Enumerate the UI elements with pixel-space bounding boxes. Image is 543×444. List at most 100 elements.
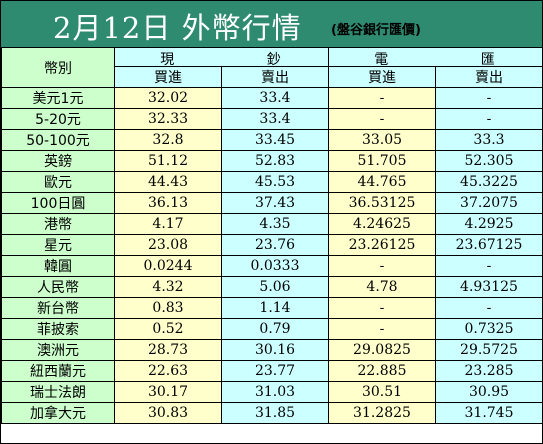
cash-sell-rate: 33.4 — [221, 87, 329, 109]
cash-buy-rate: 32.02 — [114, 87, 222, 109]
currency-name: 人民幣 — [1, 276, 115, 298]
cash-buy-rate: 28.73 — [114, 339, 222, 361]
transfer-buy-rate: - — [328, 108, 436, 130]
table-row: 人民幣 4.32 5.06 4.78 4.93125 — [1, 276, 543, 298]
exchange-rate-table: 幣別 現 鈔 電 匯 買進 賣出 買進 賣出 美元1元 32.02 33.4- -5-… — [1, 47, 543, 424]
cash-sell-rate: 52.83 — [221, 150, 329, 172]
cash-buy-header: 買進 — [114, 66, 222, 88]
transfer-buy-rate: 31.2825 — [328, 402, 436, 424]
table-row: 歐元 44.43 45.53 44.765 45.3225 — [1, 171, 543, 193]
table-row: 美元1元 32.02 33.4- - — [1, 87, 543, 109]
transfer-sell-rate: - — [435, 87, 543, 109]
transfer-group-header: 電 匯 — [328, 47, 543, 67]
transfer-buy-rate: - — [328, 318, 436, 340]
cash-sell-rate: 0.0333 — [221, 255, 329, 277]
transfer-buy-rate: 29.0825 — [328, 339, 436, 361]
currency-name: 100日圓 — [1, 192, 115, 214]
currency-name: 英鎊 — [1, 150, 115, 172]
transfer-sell-rate: 31.745 — [435, 402, 543, 424]
table-row: 星元 23.08 23.76 23.26125 23.67125 — [1, 234, 543, 256]
cash-sell-rate: 30.16 — [221, 339, 329, 361]
transfer-sell-rate: 4.2925 — [435, 213, 543, 235]
transfer-buy-rate: 22.885 — [328, 360, 436, 382]
source-label: (盤谷銀行匯價) — [331, 23, 421, 38]
currency-name: 新台幣 — [1, 297, 115, 319]
cash-buy-rate: 32.8 — [114, 129, 222, 151]
table-row: 菲披索 0.52 0.79-0.7325 — [1, 318, 543, 340]
transfer-sell-rate: 29.5725 — [435, 339, 543, 361]
transfer-buy-rate: 36.53125 — [328, 192, 436, 214]
cash-sell-header: 賣出 — [221, 66, 329, 88]
currency-name: 星元 — [1, 234, 115, 256]
page-title: 2月12日 外幣行情 — [53, 11, 302, 45]
currency-name: 50-100元 — [1, 129, 115, 151]
cash-buy-rate: 32.33 — [114, 108, 222, 130]
currency-name: 加拿大元 — [1, 402, 115, 424]
cash-sell-rate: 31.85 — [221, 402, 329, 424]
transfer-buy-rate: 30.51 — [328, 381, 436, 403]
cash-buy-rate: 44.43 — [114, 171, 222, 193]
transfer-sell-rate: 23.285 — [435, 360, 543, 382]
cash-buy-rate: 36.13 — [114, 192, 222, 214]
table-row: 英鎊 51.12 52.83 51.705 52.305 — [1, 150, 543, 172]
transfer-sell-header: 賣出 — [435, 66, 543, 88]
cash-sell-rate: 45.53 — [221, 171, 329, 193]
transfer-sell-rate: 52.305 — [435, 150, 543, 172]
cash-buy-rate: 4.32 — [114, 276, 222, 298]
transfer-buy-rate: - — [328, 255, 436, 277]
currency-name: 韓圓 — [1, 255, 115, 277]
cash-sell-rate: 1.14 — [221, 297, 329, 319]
transfer-sell-rate: 30.95 — [435, 381, 543, 403]
table-row: 韓圓 0.0244 0.0333- - — [1, 255, 543, 277]
cash-sell-rate: 0.79 — [221, 318, 329, 340]
currency-name: 紐西蘭元 — [1, 360, 115, 382]
table-row: 新台幣 0.83 1.14- - — [1, 297, 543, 319]
cash-sell-rate: 5.06 — [221, 276, 329, 298]
transfer-buy-rate: 23.26125 — [328, 234, 436, 256]
transfer-sell-rate: 23.67125 — [435, 234, 543, 256]
table-row: 100日圓 36.13 37.43 36.53125 37.2075 — [1, 192, 543, 214]
cash-buy-rate: 30.83 — [114, 402, 222, 424]
table-row: 澳洲元 28.73 30.16 29.0825 29.5725 — [1, 339, 543, 361]
currency-name: 澳洲元 — [1, 339, 115, 361]
transfer-buy-rate: 4.24625 — [328, 213, 436, 235]
transfer-sell-rate: 45.3225 — [435, 171, 543, 193]
cash-sell-rate: 4.35 — [221, 213, 329, 235]
transfer-buy-rate: 33.05 — [328, 129, 436, 151]
transfer-buy-rate: 4.78 — [328, 276, 436, 298]
cash-buy-rate: 51.12 — [114, 150, 222, 172]
transfer-sell-rate: - — [435, 297, 543, 319]
cash-buy-rate: 0.83 — [114, 297, 222, 319]
table-row: 5-20元 32.33 33.4- - — [1, 108, 543, 130]
transfer-sell-rate: 33.3 — [435, 129, 543, 151]
table-row: 加拿大元 30.83 31.85 31.2825 31.745 — [1, 402, 543, 424]
title-bar: 2月12日 外幣行情 (盤谷銀行匯價) — [1, 1, 542, 47]
cash-sell-rate: 31.03 — [221, 381, 329, 403]
transfer-sell-rate: - — [435, 255, 543, 277]
transfer-buy-rate: - — [328, 297, 436, 319]
currency-name: 5-20元 — [1, 108, 115, 130]
cash-group-header: 現 鈔 — [114, 47, 329, 67]
transfer-sell-rate: 0.7325 — [435, 318, 543, 340]
rate-rows: 美元1元 32.02 33.4- -5-20元 32.33 33.4- -50-100元 32… — [1, 87, 543, 424]
transfer-buy-header: 買進 — [328, 66, 436, 88]
transfer-sell-rate: 37.2075 — [435, 192, 543, 214]
transfer-char-2: 匯 — [480, 52, 497, 67]
transfer-buy-rate: - — [328, 87, 436, 109]
cash-buy-rate: 23.08 — [114, 234, 222, 256]
transfer-sell-rate: - — [435, 108, 543, 130]
cash-sell-rate: 37.43 — [221, 192, 329, 214]
currency-name: 瑞士法朗 — [1, 381, 115, 403]
transfer-sell-rate: 4.93125 — [435, 276, 543, 298]
table-row: 港幣 4.17 4.35 4.24625 4.2925 — [1, 213, 543, 235]
cash-sell-rate: 33.45 — [221, 129, 329, 151]
cash-buy-rate: 0.0244 — [114, 255, 222, 277]
cash-sell-rate: 33.4 — [221, 108, 329, 130]
cash-char-2: 鈔 — [266, 52, 283, 67]
cash-sell-rate: 23.77 — [221, 360, 329, 382]
table-row: 50-100元 32.8 33.45 33.05 33.3 — [1, 129, 543, 151]
currency-name: 港幣 — [1, 213, 115, 235]
cash-buy-rate: 30.17 — [114, 381, 222, 403]
transfer-char-1: 電 — [374, 52, 391, 67]
